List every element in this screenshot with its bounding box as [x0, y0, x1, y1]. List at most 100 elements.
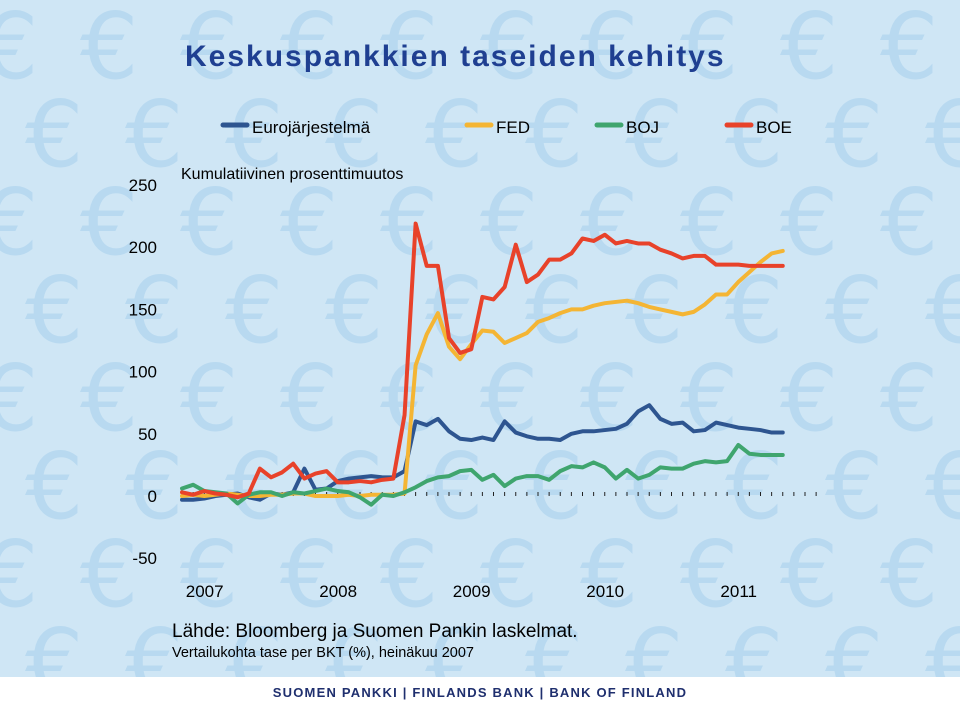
euro-sign-icon: € [525, 433, 584, 540]
euro-sign-icon: € [80, 345, 139, 452]
euro-sign-icon: € [725, 257, 784, 364]
euro-sign-icon: € [0, 521, 39, 628]
euro-sign-icon: € [580, 0, 639, 100]
euro-sign-icon: € [125, 609, 184, 677]
euro-sign-icon: € [425, 609, 484, 677]
euro-sign-icon: € [80, 169, 139, 276]
footer-bar: SUOMEN PANKKI | FINLANDS BANK | BANK OF … [0, 677, 960, 707]
y-tick-label: -50 [132, 549, 157, 568]
euro-sign-icon: € [425, 81, 484, 188]
y-tick-label: 200 [129, 238, 157, 257]
euro-sign-icon: € [825, 81, 884, 188]
euro-sign-icon: € [180, 169, 239, 276]
y-tick-label: 50 [138, 425, 157, 444]
euro-sign-icon: € [925, 257, 960, 364]
euro-sign-icon: € [0, 0, 39, 100]
euro-sign-icon: € [625, 81, 684, 188]
euro-sign-icon: € [525, 81, 584, 188]
euro-sign-icon: € [125, 81, 184, 188]
euro-sign-icon: € [225, 433, 284, 540]
euro-sign-icon: € [325, 257, 384, 364]
euro-sign-icon: € [280, 521, 339, 628]
euro-sign-icon: € [380, 521, 439, 628]
euro-sign-icon: € [825, 433, 884, 540]
euro-sign-icon: € [880, 169, 939, 276]
euro-sign-icon: € [180, 345, 239, 452]
euro-sign-icon: € [680, 521, 739, 628]
euro-sign-icon: € [280, 169, 339, 276]
euro-sign-icon: € [80, 0, 139, 100]
euro-sign-icon: € [925, 81, 960, 188]
reference-note: Vertailukohta tase per BKT (%), heinäkuu… [172, 645, 475, 661]
euro-sign-icon: € [0, 169, 39, 276]
euro-sign-icon: € [80, 521, 139, 628]
legend-label: BOJ [626, 118, 659, 137]
euro-sign-icon: € [780, 521, 839, 628]
legend-label: BOE [756, 118, 792, 137]
y-tick-label: 0 [148, 487, 157, 506]
euro-sign-icon: € [880, 521, 939, 628]
euro-sign-icon: € [0, 345, 39, 452]
euro-sign-icon: € [225, 81, 284, 188]
euro-sign-icon: € [25, 257, 84, 364]
series-line [180, 221, 785, 500]
euro-sign-icon: € [925, 609, 960, 677]
euro-watermark-background: € € € € € € € € € €€ € € € € € € € € €€ € € € € € € € € €€ € € € € € € € € €… [0, 0, 960, 677]
series-line [180, 248, 785, 498]
euro-sign-icon: € [280, 0, 339, 100]
euro-sign-icon: € [325, 81, 384, 188]
euro-sign-icon: € [725, 609, 784, 677]
x-tick-label: 2009 [453, 582, 491, 601]
euro-sign-icon: € [180, 0, 239, 100]
x-tick-label: 2011 [720, 582, 757, 601]
footer-text: SUOMEN PANKKI | FINLANDS BANK | BANK OF … [272, 685, 688, 700]
euro-sign-icon: € [680, 345, 739, 452]
euro-sign-icon: € [380, 169, 439, 276]
euro-sign-icon: € [480, 0, 539, 100]
euro-sign-icon: € [480, 169, 539, 276]
euro-sign-icon: € [625, 609, 684, 677]
y-axis: 250 200 150 100 50 0 -50 [129, 176, 157, 568]
euro-sign-icon: € [180, 521, 239, 628]
euro-sign-icon: € [125, 257, 184, 364]
euro-sign-icon: € [380, 0, 439, 100]
euro-sign-icon: € [580, 169, 639, 276]
x-axis: 2007 2008 2009 2010 2011 [181, 492, 817, 601]
chart-subtitle: Kumulatiivinen prosenttimuutos [181, 166, 403, 183]
euro-sign-icon: € [625, 433, 684, 540]
chart-title: Keskuspankkien taseiden kehitys [185, 40, 726, 73]
legend-label: FED [496, 118, 530, 137]
euro-sign-icon: € [480, 521, 539, 628]
x-tick-label: 2010 [586, 582, 624, 601]
legend-label: Eurojärjestelmä [252, 118, 371, 137]
euro-sign-icon: € [825, 609, 884, 677]
euro-sign-icon: € [580, 521, 639, 628]
euro-sign-icon: € [480, 345, 539, 452]
euro-sign-icon: € [880, 0, 939, 100]
y-tick-label: 100 [129, 363, 157, 382]
euro-sign-icon: € [25, 81, 84, 188]
euro-sign-icon: € [525, 609, 584, 677]
y-tick-label: 250 [129, 176, 157, 195]
chart-legend: Eurojärjestelmä FED BOJ BOE [220, 118, 792, 137]
euro-sign-icon: € [125, 433, 184, 540]
series-lines [180, 221, 785, 507]
y-tick-label: 150 [129, 300, 157, 319]
series-line [180, 403, 785, 502]
source-note: Lähde: Bloomberg ja Suomen Pankin laskel… [172, 621, 578, 642]
x-tick-label: 2008 [319, 582, 357, 601]
series-line [180, 442, 785, 507]
line-chart: Eurojärjestelmä FED BOJ BOE Kumulatiivinen … [129, 118, 817, 601]
euro-sign-icon: € [780, 0, 839, 100]
euro-sign-icon: € [225, 257, 284, 364]
euro-sign-icon: € [825, 257, 884, 364]
euro-sign-icon: € [280, 345, 339, 452]
euro-sign-icon: € [925, 433, 960, 540]
euro-sign-icon: € [580, 345, 639, 452]
euro-sign-icon: € [325, 433, 384, 540]
euro-sign-icon: € [225, 609, 284, 677]
euro-sign-icon: € [25, 609, 84, 677]
euro-sign-icon: € [680, 0, 739, 100]
euro-sign-icon: € [880, 345, 939, 452]
euro-sign-icon: € [725, 81, 784, 188]
